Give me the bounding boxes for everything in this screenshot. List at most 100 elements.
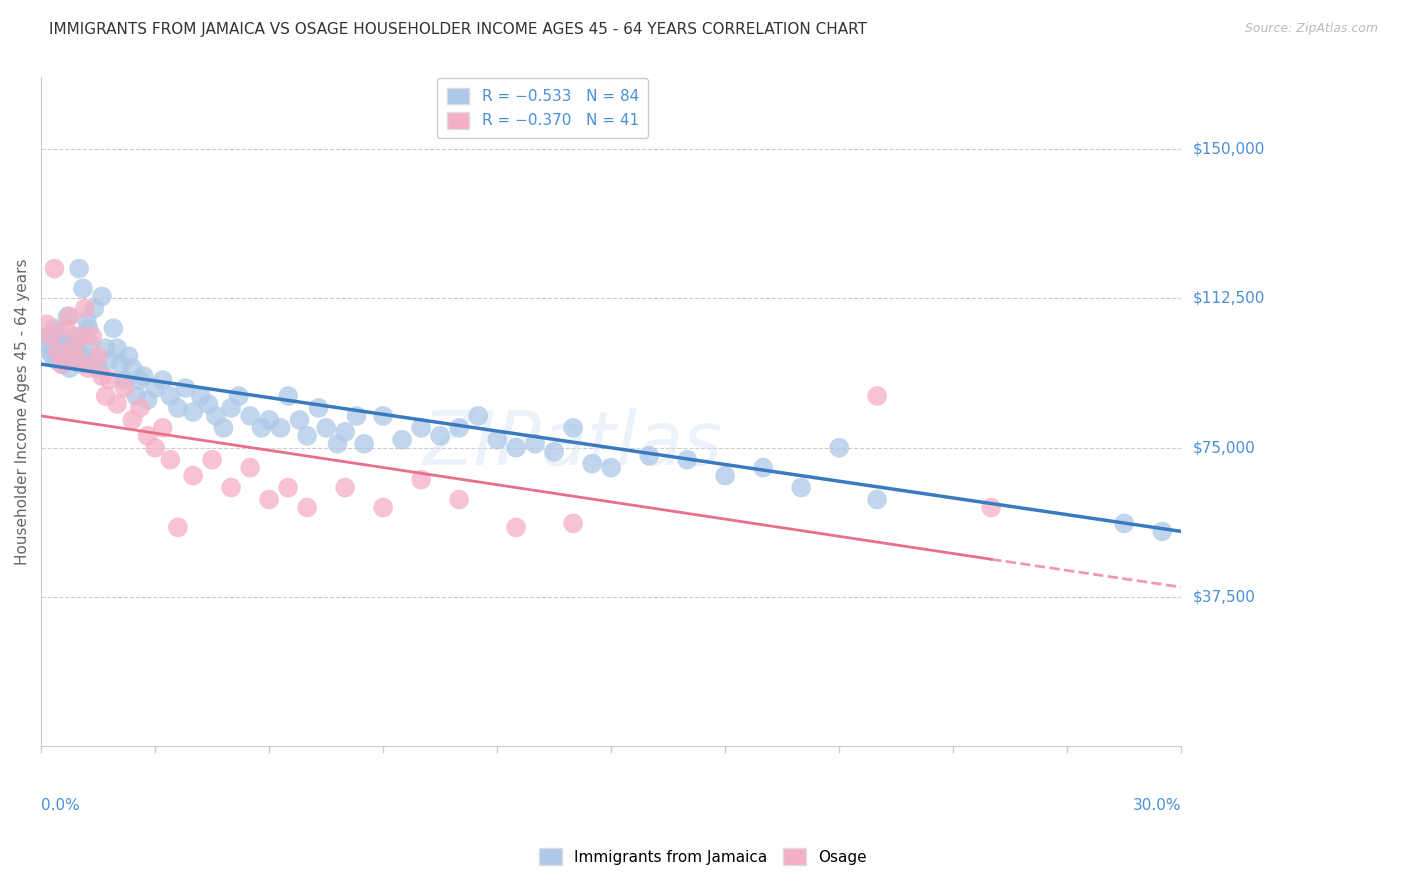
Point (55, 321, 77, 335)
Point (56, 310, 79, 324)
Point (449, 421, 471, 435)
Point (581, 457, 603, 471)
Point (136, 392, 159, 407)
Point (121, 361, 143, 376)
Point (87, 361, 110, 376)
Point (181, 468, 204, 483)
Point (205, 409, 228, 423)
Point (159, 389, 181, 403)
Point (505, 441, 527, 455)
Point (41, 349, 63, 363)
Point (67, 261, 90, 276)
Point (39, 345, 62, 359)
Point (52, 333, 75, 347)
Point (524, 437, 547, 451)
Y-axis label: Householder Income Ages 45 - 64 years: Householder Income Ages 45 - 64 years (15, 259, 30, 566)
Point (121, 413, 143, 427)
Point (77, 361, 100, 376)
Point (1152, 524, 1174, 539)
Point (82, 329, 104, 343)
Point (228, 389, 250, 403)
Point (250, 421, 273, 435)
Point (35, 318, 58, 332)
Point (181, 405, 204, 419)
Point (333, 425, 356, 439)
Point (49, 341, 72, 355)
Point (59, 361, 82, 376)
Point (87, 349, 110, 363)
Point (257, 413, 280, 427)
Point (125, 389, 148, 403)
Point (83, 301, 105, 316)
Point (295, 429, 318, 443)
Point (190, 389, 212, 403)
Point (110, 357, 132, 371)
Point (1114, 516, 1136, 531)
Point (105, 397, 128, 411)
Point (308, 401, 330, 415)
Point (62, 341, 84, 355)
Point (44, 321, 66, 335)
Point (219, 481, 242, 495)
Point (277, 389, 299, 403)
Point (44, 261, 66, 276)
Point (143, 441, 166, 455)
Point (132, 369, 155, 384)
Point (239, 460, 262, 475)
Point (129, 401, 152, 415)
Point (371, 500, 394, 515)
Point (79, 337, 101, 351)
Text: $150,000: $150,000 (1192, 142, 1265, 157)
Point (66, 353, 89, 368)
Point (73, 349, 96, 363)
Point (65, 329, 87, 343)
Point (752, 460, 775, 475)
Point (60, 337, 83, 351)
Point (543, 444, 565, 458)
Legend: R = −0.533   N = 84, R = −0.370   N = 41: R = −0.533 N = 84, R = −0.370 N = 41 (437, 78, 648, 137)
Point (98, 373, 121, 387)
Text: ZIPatlas: ZIPatlas (423, 408, 723, 480)
Text: 0.0%: 0.0% (41, 798, 80, 814)
Point (714, 468, 737, 483)
Point (638, 449, 661, 463)
Point (277, 481, 299, 495)
Point (562, 516, 585, 531)
Point (46, 345, 69, 359)
Point (411, 473, 433, 487)
Point (676, 452, 699, 467)
Point (257, 492, 280, 507)
Point (467, 409, 489, 423)
Point (103, 321, 125, 335)
Point (167, 520, 190, 534)
Point (167, 401, 190, 415)
Point (239, 409, 262, 423)
Text: IMMIGRANTS FROM JAMAICA VS OSAGE HOUSEHOLDER INCOME AGES 45 - 64 YEARS CORRELATI: IMMIGRANTS FROM JAMAICA VS OSAGE HOUSEHO… (49, 22, 868, 37)
Point (94, 341, 117, 355)
Point (70, 357, 93, 371)
Point (152, 421, 174, 435)
Point (59, 310, 82, 324)
Point (371, 409, 394, 423)
Text: $75,000: $75,000 (1192, 441, 1256, 455)
Point (114, 373, 136, 387)
Point (201, 452, 224, 467)
Point (136, 429, 159, 443)
Point (219, 401, 242, 415)
Point (828, 441, 851, 455)
Point (90, 289, 112, 303)
Point (51, 357, 73, 371)
Legend: Immigrants from Jamaica, Osage: Immigrants from Jamaica, Osage (533, 842, 873, 871)
Point (77, 321, 100, 335)
Point (980, 500, 1002, 515)
Point (391, 433, 413, 447)
Point (45, 353, 67, 368)
Point (315, 421, 337, 435)
Point (62, 353, 84, 368)
Point (212, 421, 235, 435)
Point (346, 409, 368, 423)
Point (429, 429, 451, 443)
Point (55, 345, 77, 359)
Point (295, 500, 318, 515)
Point (76, 313, 98, 327)
